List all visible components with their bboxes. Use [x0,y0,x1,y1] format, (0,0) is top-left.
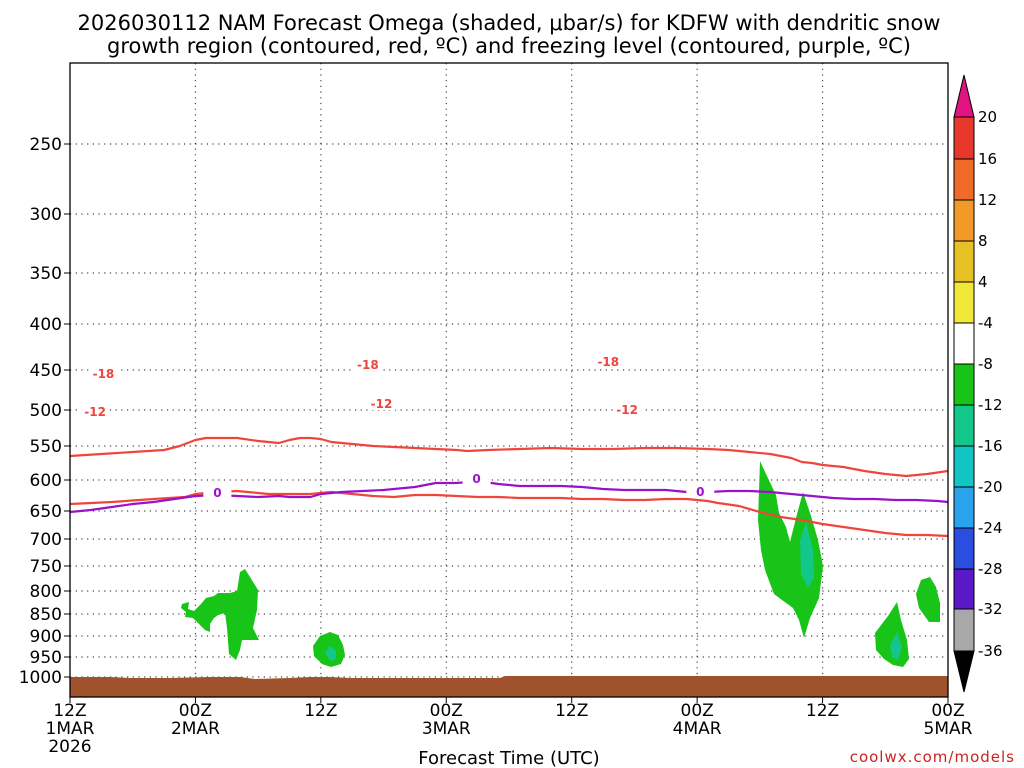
colorbar-bin-5 [953,322,975,365]
omega-region-green-c [758,461,823,638]
y-tick-label-800: 800 [30,582,62,602]
y-tick-label-1000: 1000 [19,668,62,688]
colorbar-bin-8 [953,445,975,488]
contour-label-minus18-1: -18 [357,358,379,372]
colorbar-bin-7 [953,404,975,447]
credit-text: coolwx.com/models [850,748,1015,766]
x-tick-label-6-0: 12Z [806,701,839,721]
y-tick-label-950: 950 [30,648,62,668]
y-tick-label-650: 650 [30,502,62,522]
colorbar-label-13: -36 [978,642,1003,660]
colorbar-label-3: 8 [978,232,988,250]
omega-region-teal-b [325,646,336,661]
colorbar-label-5: -4 [978,314,993,332]
y-tick-label-300: 300 [30,205,62,225]
colorbar-bin-10 [953,527,975,570]
x-tick-label-5-0: 00Z [681,701,714,721]
y-tick-label-600: 600 [30,471,62,491]
colorbar-label-6: -8 [978,355,993,373]
colorbar-bin-13 [953,608,975,652]
contour-label-zero-1: 0 [472,472,480,486]
x-tick-label-4-0: 12Z [555,701,588,721]
omega-shading [181,461,940,667]
x-tick-label-7-1: 5MAR [924,719,973,739]
colorbar-bin-2 [953,199,975,242]
colorbar-label-10: -24 [978,519,1003,537]
x-tick-label-2-0: 12Z [304,701,337,721]
contour-label-minus18-0: -18 [93,367,115,381]
y-tick-label-450: 450 [30,361,62,381]
contour-label-bg-minus18-1 [353,357,382,371]
chart-title-line-1: 2026030112 NAM Forecast Omega (shaded, μ… [78,11,941,35]
x-tick-label-3-1: 3MAR [422,719,471,739]
colorbar: 20 16 12 8 4 -4 -8 -12 -16 -20 -24 -28 -32 -36 [953,74,1003,693]
colorbar-bin-3 [953,240,975,283]
colorbar-label-7: -12 [978,396,1003,414]
x-tick-label-1-0: 00Z [179,701,212,721]
contour-label-bg-minus18-2 [594,354,623,368]
x-tick-label-7-0: 00Z [931,701,964,721]
plot-frame [69,62,949,698]
colorbar-bottom-arrow [953,650,975,693]
contour-label-minus12-2: -12 [616,403,638,417]
contour-line-minus18 [69,436,949,478]
contour-label-minus12-0: -12 [84,405,106,419]
y-tick-label-750: 750 [30,557,62,577]
colorbar-top-arrow [953,74,975,118]
x-axis-label: Forecast Time (UTC) [418,748,599,768]
y-tick-label-350: 350 [30,264,62,284]
contour-label-bg-zero-0 [203,485,232,499]
colorbar-label-9: -20 [978,478,1003,496]
contour-label-zero-0: 0 [213,486,221,500]
contours: -18 -18 -18 -12 -12 -12 0 0 0 [69,354,949,538]
contour-label-bg-minus12-2 [613,402,642,416]
contour-label-minus12-1: -12 [371,397,393,411]
contour-label-bg-minus12-0 [81,404,110,418]
colorbar-label-1: 16 [978,150,997,168]
omega-region-green-e [916,577,940,622]
x-tick-label-0-1: 1MAR [46,719,95,739]
y-tick-label-900: 900 [30,627,62,647]
y-axis: 2503003504004505005506006507007508008509… [19,135,70,688]
y-tick-label-400: 400 [30,315,62,335]
colorbar-label-2: 12 [978,191,997,209]
contour-label-bg-minus12-1 [367,396,396,410]
colorbar-label-4: 4 [978,273,988,291]
contour-line-minus12 [69,489,949,538]
chart-title-line-2: growth region (contoured, red, ºC) and f… [107,34,911,58]
x-tick-label-0-0: 12Z [53,701,86,721]
colorbar-bin-0 [953,116,975,160]
terrain-below-ground [70,676,948,697]
contour-label-bg-zero-1 [462,471,491,485]
colorbar-bin-4 [953,281,975,324]
omega-region-teal-d [890,632,902,660]
x-tick-label-3-0: 00Z [430,701,463,721]
y-tick-label-250: 250 [30,135,62,155]
contour-label-bg-zero-2 [686,484,715,498]
colorbar-label-11: -28 [978,560,1003,578]
x-tick-label-1-1: 2MAR [171,719,220,739]
colorbar-label-8: -16 [978,437,1003,455]
colorbar-label-12: -32 [978,600,1003,618]
x-tick-label-0-2: 2026 [48,737,91,757]
x-tick-label-5-1: 4MAR [673,719,722,739]
colorbar-label-0: 20 [978,108,997,126]
y-tick-label-850: 850 [30,605,62,625]
y-tick-label-700: 700 [30,530,62,550]
colorbar-bin-1 [953,158,975,201]
y-tick-label-500: 500 [30,401,62,421]
contour-label-minus18-2: -18 [597,355,619,369]
contour-label-zero-2: 0 [696,485,704,499]
omega-region-green-a [181,569,259,660]
colorbar-bin-11 [953,568,975,610]
contour-label-bg-minus18-0 [89,366,118,380]
colorbar-bin-9 [953,486,975,529]
y-tick-label-550: 550 [30,437,62,457]
colorbar-bin-6 [953,363,975,406]
omega-region-teal-c [800,522,814,588]
